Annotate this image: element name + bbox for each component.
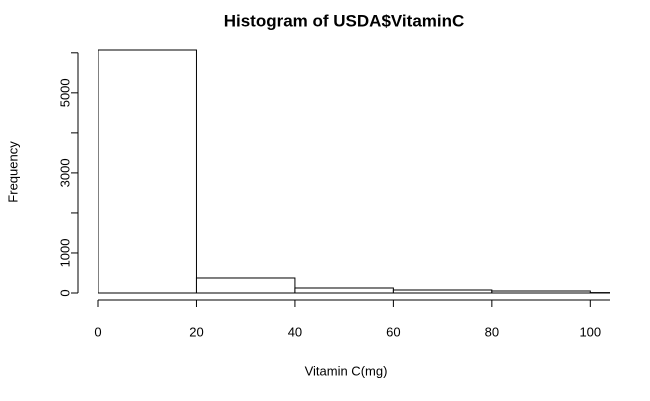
chart-title: Histogram of USDA$VitaminC: [224, 11, 465, 30]
x-tick-label: 100: [579, 324, 601, 339]
bar: [294, 287, 394, 294]
bar: [392, 289, 493, 294]
x-axis-label: Vitamin C(mg): [305, 363, 388, 378]
y-tick-label: 1000: [57, 239, 72, 268]
x-tick-label: 60: [386, 324, 400, 339]
x-tick-label: 0: [94, 324, 101, 339]
bar: [98, 49, 197, 294]
y-axis-label: Frequency: [5, 141, 20, 203]
y-tick-label: 3000: [57, 158, 72, 187]
x-tick-label: 20: [189, 324, 203, 339]
y-tick-label: 0: [57, 289, 72, 296]
y-tick-label: 5000: [57, 78, 72, 107]
x-tick-label: 80: [485, 324, 499, 339]
bar: [195, 277, 296, 294]
bar: [491, 290, 591, 294]
bars: [98, 49, 610, 294]
x-tick-label: 40: [288, 324, 302, 339]
